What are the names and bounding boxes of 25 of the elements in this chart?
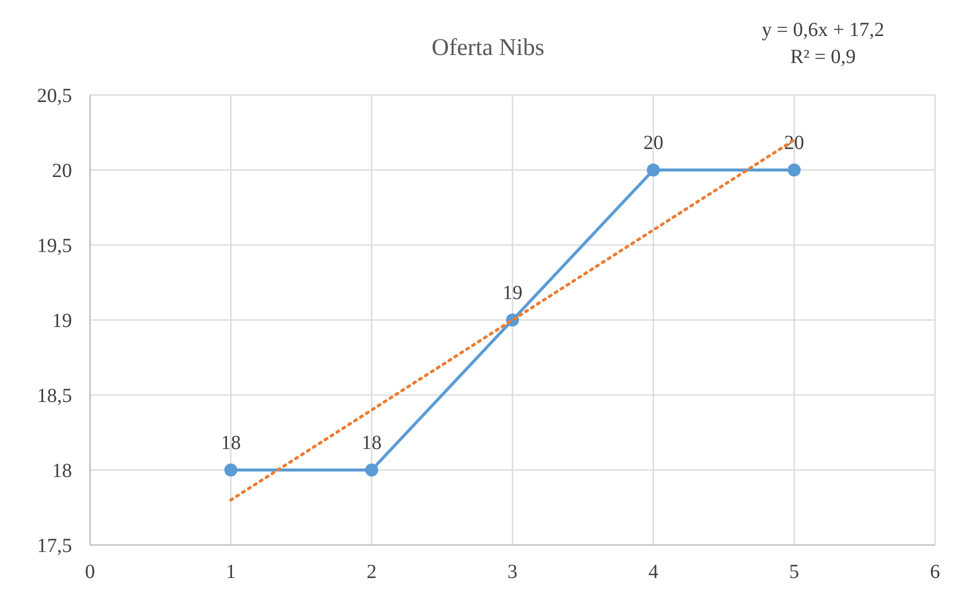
data-label: 18: [220, 432, 241, 454]
x-tick-label: 5: [789, 561, 800, 583]
y-tick-label: 20: [52, 160, 72, 182]
point: [224, 464, 238, 476]
y-tick-label: 19,5: [37, 235, 72, 257]
data-label: 18: [362, 432, 382, 454]
y-tick-label: 17,5: [37, 535, 72, 557]
x-tick-label: 1: [226, 561, 236, 583]
x-tick-label: 4: [648, 561, 658, 583]
text: y = 0,6x + 17,2: [762, 19, 884, 41]
data-label: 19: [502, 282, 522, 304]
y-tick-label: 18: [52, 460, 72, 482]
x-tick-label: 3: [508, 561, 518, 583]
x-tick-label: 2: [366, 561, 377, 583]
x-tick-label: 6: [930, 561, 940, 583]
y-tick-label: 20,5: [37, 85, 72, 107]
chart-title: Oferta Nibs: [432, 35, 544, 61]
point: [788, 164, 801, 176]
data-label: 20: [643, 132, 664, 154]
y-tick-label: 18,5: [37, 385, 72, 407]
y-tick-label: 19: [52, 310, 72, 332]
point: [365, 464, 378, 476]
x-tick-label: 0: [85, 561, 95, 583]
text: R² = 0,9: [790, 46, 856, 68]
point: [646, 164, 660, 176]
